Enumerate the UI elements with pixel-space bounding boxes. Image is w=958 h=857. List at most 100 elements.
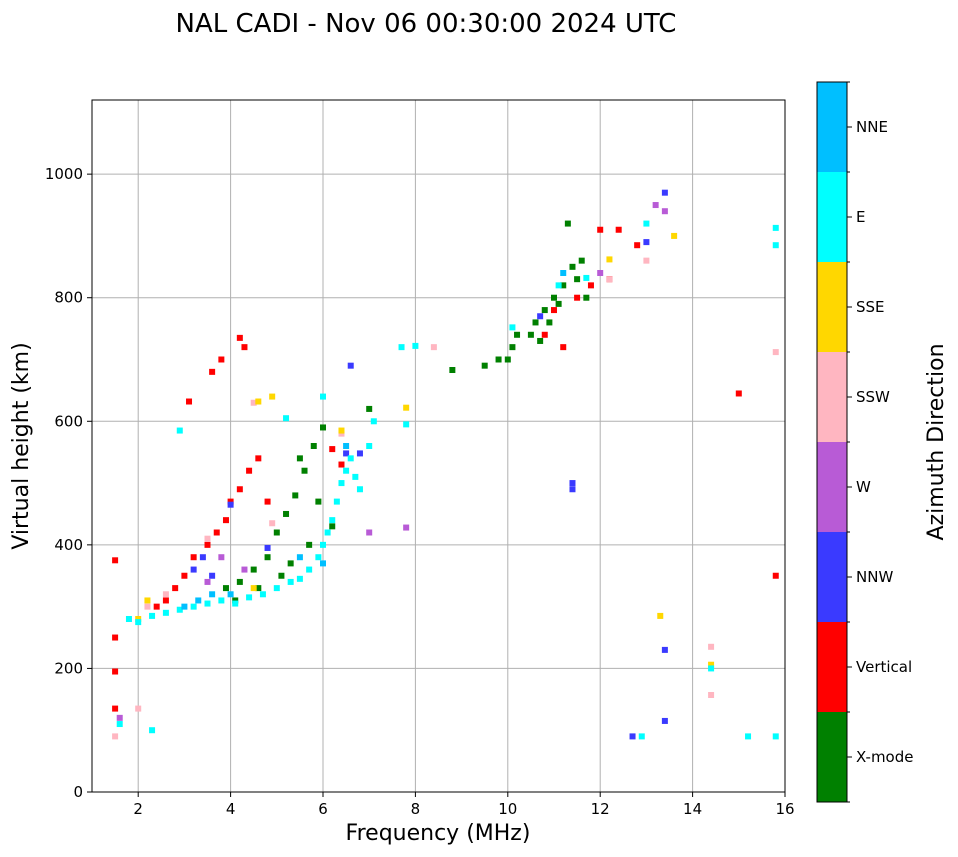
y-axis-label: Virtual height (km) [9, 342, 34, 549]
data-point-e [412, 342, 419, 349]
colorbar-label-item: X-mode [856, 748, 913, 766]
data-point-sse [606, 256, 613, 263]
data-point-e [745, 733, 752, 740]
data-point-nnw [343, 450, 350, 457]
data-point-ssw [643, 257, 650, 264]
data-point-x-mode [320, 424, 326, 431]
data-point-e [333, 498, 340, 505]
x-axis-label: Frequency (MHz) [346, 821, 531, 846]
data-point-e [583, 274, 590, 281]
data-point-e [283, 415, 290, 422]
data-point-e [176, 606, 183, 613]
data-point-x-mode [541, 307, 548, 314]
data-point-e [398, 344, 405, 351]
data-point-e [176, 427, 183, 434]
data-point-e [643, 220, 650, 227]
data-point-x-mode [527, 331, 534, 338]
data-point-nnw [227, 501, 234, 508]
data-points [112, 189, 779, 740]
data-point-e [772, 242, 779, 249]
data-point-sse [671, 232, 678, 239]
data-point-e [135, 619, 142, 626]
data-point-x-mode [283, 510, 290, 517]
colorbar-swatch [817, 352, 847, 442]
y-tick-label: 600 [54, 412, 83, 430]
data-point-vertical [204, 541, 211, 548]
plot-frame [91, 99, 786, 793]
data-point-e [259, 591, 266, 598]
y-axis-ticks: 0 200 400 600 800 1000 [45, 165, 92, 801]
data-point-x-mode [278, 572, 285, 579]
data-point-nne [296, 554, 303, 561]
data-point-e [370, 418, 377, 425]
data-point-vertical [209, 368, 216, 375]
data-point-vertical [112, 557, 119, 564]
data-point-ssw [250, 399, 257, 406]
data-point-x-mode [509, 344, 516, 351]
data-point-e [347, 455, 354, 462]
data-point-sse [708, 661, 715, 668]
data-point-nne [181, 603, 188, 610]
colorbar-label-item: NNE [856, 118, 888, 136]
data-point-x-mode [273, 529, 280, 536]
data-point-x-mode [555, 300, 562, 307]
data-point-sse [338, 427, 345, 434]
data-point-vertical [153, 603, 160, 610]
data-point-vertical [560, 344, 567, 351]
data-point-sse [657, 612, 664, 619]
data-point-ssw [135, 705, 142, 712]
data-point-w [366, 529, 373, 536]
data-point-ssw [708, 691, 715, 698]
data-point-e [338, 480, 345, 487]
data-point-e [324, 529, 331, 536]
data-point-ssw [430, 344, 437, 351]
data-point-ssw [708, 643, 715, 650]
x-tick-label: 14 [683, 800, 702, 818]
colorbar-label-item: SSW [856, 388, 890, 406]
data-point-e [403, 421, 410, 428]
data-point-nnw [661, 717, 668, 724]
data-point-w [204, 578, 211, 585]
data-point-vertical [218, 356, 225, 363]
colorbar: X-mode Vertical NNW W SSW SSE E NNE [816, 81, 913, 803]
data-point-x-mode [532, 319, 539, 326]
data-point-x-mode [306, 541, 313, 548]
colorbar-label-item: Vertical [856, 658, 912, 676]
y-tick-label: 200 [54, 659, 83, 677]
chart-title: NAL CADI - Nov 06 00:30:00 2024 UTC [176, 9, 677, 39]
data-point-vertical [329, 446, 336, 453]
data-point-nnw [190, 566, 197, 573]
data-point-vertical [186, 398, 193, 405]
data-point-vertical [213, 529, 220, 536]
data-point-x-mode [222, 585, 229, 592]
y-tick-label: 800 [54, 289, 83, 307]
data-point-vertical [190, 554, 197, 561]
data-point-vertical [162, 597, 169, 604]
data-point-vertical [241, 344, 248, 351]
colorbar-swatch [817, 532, 847, 622]
data-point-vertical [634, 242, 641, 249]
colorbar-label-item: NNW [856, 568, 893, 586]
data-point-x-mode [301, 467, 308, 474]
colorbar-swatch [817, 172, 847, 262]
data-point-x-mode [366, 405, 373, 412]
data-point-x-mode [255, 585, 262, 592]
data-point-w [116, 714, 123, 721]
data-point-nne [209, 591, 216, 598]
data-point-x-mode [551, 294, 557, 301]
data-point-e [329, 517, 336, 524]
data-point-e [509, 324, 516, 331]
data-point-x-mode [569, 263, 576, 270]
data-point-e [204, 600, 211, 607]
x-tick-label: 4 [226, 800, 236, 818]
data-point-e [708, 665, 715, 672]
data-point-x-mode [329, 523, 336, 530]
data-point-e [772, 224, 779, 231]
data-point-w [661, 208, 668, 215]
data-point-w [403, 524, 410, 531]
data-point-vertical [574, 294, 581, 301]
data-point-sse [269, 393, 276, 400]
data-point-e [287, 578, 294, 585]
data-point-w [241, 566, 248, 573]
